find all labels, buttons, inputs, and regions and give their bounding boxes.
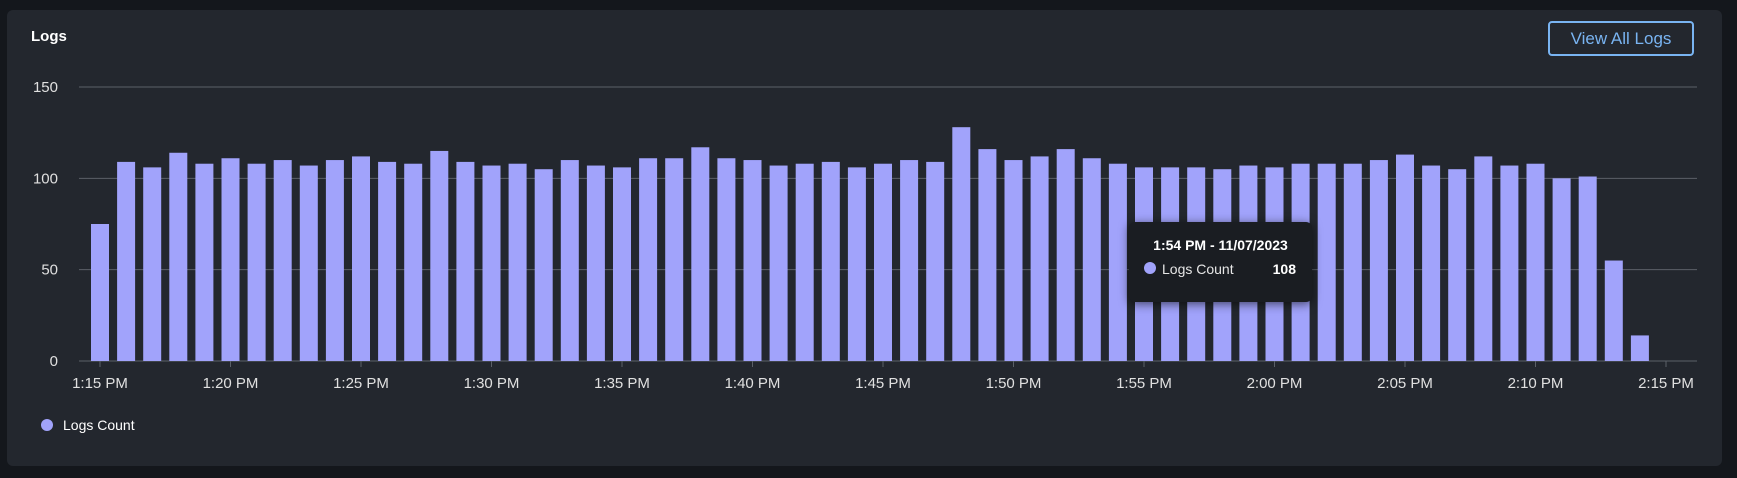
y-tick-label: 100 bbox=[33, 170, 58, 187]
legend-dot-icon bbox=[41, 419, 53, 431]
x-tick-label: 1:40 PM bbox=[725, 375, 781, 392]
bar[interactable] bbox=[352, 156, 370, 361]
tooltip-series-label: Logs Count bbox=[1162, 261, 1234, 277]
bar[interactable] bbox=[639, 158, 658, 361]
bar[interactable] bbox=[691, 147, 710, 361]
bar[interactable] bbox=[847, 167, 866, 361]
bar[interactable] bbox=[743, 160, 762, 361]
panel-title: Logs bbox=[31, 28, 67, 45]
bar[interactable] bbox=[508, 163, 527, 361]
bar[interactable] bbox=[613, 167, 631, 361]
bar[interactable] bbox=[952, 127, 971, 361]
x-tick-label: 1:30 PM bbox=[464, 375, 520, 392]
bar[interactable] bbox=[717, 158, 736, 361]
bar[interactable] bbox=[273, 160, 292, 361]
bar[interactable] bbox=[299, 165, 318, 361]
view-all-logs-button[interactable]: View All Logs bbox=[1548, 21, 1694, 56]
bar[interactable] bbox=[169, 152, 188, 361]
bar[interactable] bbox=[926, 161, 945, 361]
tooltip-title: 1:54 PM - 11/07/2023 bbox=[1153, 237, 1288, 253]
bar[interactable] bbox=[325, 160, 344, 361]
bar[interactable] bbox=[117, 161, 136, 361]
x-tick-label: 1:45 PM bbox=[855, 375, 911, 392]
tooltip-value: 108 bbox=[1272, 261, 1296, 277]
bar[interactable] bbox=[560, 160, 579, 361]
bar[interactable] bbox=[1630, 335, 1649, 361]
y-axis-ticks: 0 50 100 150 bbox=[33, 79, 58, 370]
bars bbox=[91, 127, 1649, 361]
x-tick-label: 1:25 PM bbox=[333, 375, 389, 392]
bar[interactable] bbox=[1108, 163, 1127, 361]
bar[interactable] bbox=[534, 169, 553, 361]
bar[interactable] bbox=[430, 150, 449, 361]
bar[interactable] bbox=[769, 165, 788, 361]
bar[interactable] bbox=[456, 161, 475, 361]
bar[interactable] bbox=[143, 167, 162, 361]
bar[interactable] bbox=[795, 163, 814, 361]
x-tick-label: 1:35 PM bbox=[594, 375, 650, 392]
bar[interactable] bbox=[1448, 169, 1467, 361]
bar[interactable] bbox=[821, 161, 840, 361]
tooltip-series-dot-icon bbox=[1144, 262, 1156, 274]
y-tick-label: 50 bbox=[41, 262, 58, 279]
bar[interactable] bbox=[1474, 156, 1493, 361]
bar[interactable] bbox=[900, 160, 919, 361]
bar[interactable] bbox=[1030, 156, 1049, 361]
y-tick-label: 150 bbox=[33, 79, 58, 96]
bar[interactable] bbox=[1369, 160, 1388, 361]
chart-legend[interactable]: Logs Count bbox=[41, 417, 135, 433]
x-tick-label: 1:55 PM bbox=[1116, 375, 1172, 392]
x-tick-label: 2:15 PM bbox=[1638, 375, 1694, 392]
bar[interactable] bbox=[1500, 165, 1519, 361]
bar[interactable] bbox=[1604, 260, 1623, 361]
y-tick-label: 0 bbox=[50, 353, 58, 370]
bar[interactable] bbox=[978, 149, 997, 361]
bar[interactable] bbox=[1082, 158, 1101, 361]
bar[interactable] bbox=[247, 163, 266, 361]
bar[interactable] bbox=[221, 158, 240, 361]
x-tick-label: 1:50 PM bbox=[986, 375, 1042, 392]
bar[interactable] bbox=[874, 163, 892, 361]
bar[interactable] bbox=[1343, 163, 1362, 361]
x-tick-label: 2:10 PM bbox=[1508, 375, 1564, 392]
bar[interactable] bbox=[1056, 149, 1075, 361]
bar[interactable] bbox=[1578, 176, 1597, 361]
bar[interactable] bbox=[1004, 160, 1023, 361]
bar[interactable] bbox=[665, 158, 684, 361]
bar[interactable] bbox=[1422, 165, 1441, 361]
bar[interactable] bbox=[195, 163, 214, 361]
x-axis-ticks: 1:15 PM 1:20 PM 1:25 PM 1:30 PM 1:35 PM 1:40 … bbox=[72, 361, 1694, 392]
bar[interactable] bbox=[1526, 163, 1545, 361]
bar[interactable] bbox=[586, 165, 605, 361]
bar[interactable] bbox=[1396, 154, 1414, 361]
chart-tooltip: 1:54 PM - 11/07/2023 Logs Count 108 bbox=[1129, 222, 1312, 302]
bar[interactable] bbox=[378, 161, 397, 361]
x-tick-label: 1:20 PM bbox=[203, 375, 259, 392]
legend-label: Logs Count bbox=[63, 417, 135, 433]
x-tick-label: 1:15 PM bbox=[72, 375, 128, 392]
bar[interactable] bbox=[1317, 163, 1336, 361]
x-tick-label: 2:00 PM bbox=[1247, 375, 1303, 392]
bar[interactable] bbox=[404, 163, 423, 361]
bar[interactable] bbox=[91, 224, 109, 361]
x-tick-label: 2:05 PM bbox=[1377, 375, 1433, 392]
bar[interactable] bbox=[1552, 178, 1571, 361]
bar[interactable] bbox=[482, 165, 501, 361]
